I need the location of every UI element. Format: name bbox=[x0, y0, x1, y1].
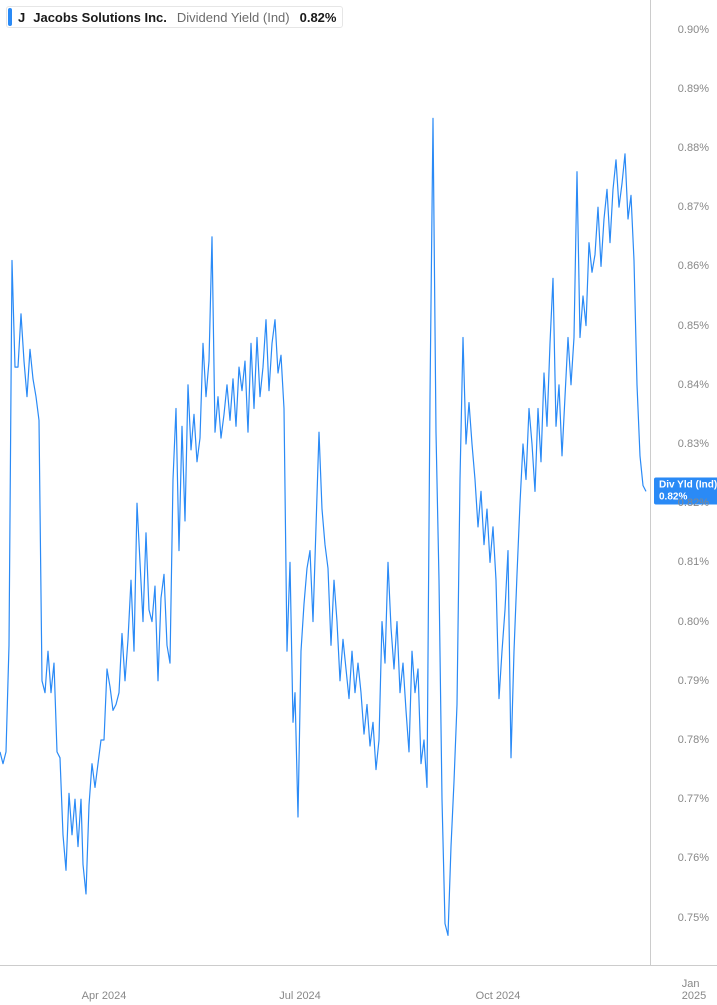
line-chart-svg bbox=[0, 0, 717, 1005]
y-axis-tick-label: 0.81% bbox=[678, 556, 709, 568]
y-axis-tick-label: 0.77% bbox=[678, 793, 709, 805]
legend-value: 0.82% bbox=[300, 10, 337, 25]
y-axis-tick-label: 0.88% bbox=[678, 142, 709, 154]
chart-legend[interactable]: J Jacobs Solutions Inc. Dividend Yield (… bbox=[6, 6, 343, 28]
y-axis-tick-label: 0.83% bbox=[678, 438, 709, 450]
y-axis-tick-label: 0.86% bbox=[678, 260, 709, 272]
x-axis-tick-label: Oct 2024 bbox=[476, 990, 521, 1002]
chart-area[interactable]: Div Yld (Ind) 0.82% 0.90% 0.89% 0.88% 0.87%… bbox=[0, 0, 717, 1005]
x-axis-line bbox=[0, 965, 717, 966]
badge-line1: Div Yld (Ind) bbox=[659, 480, 717, 492]
x-axis-tick-label: Jul 2024 bbox=[279, 990, 321, 1002]
legend-metric: Dividend Yield (Ind) bbox=[177, 10, 290, 25]
x-axis-tick-label: Apr 2024 bbox=[82, 990, 127, 1002]
y-axis-tick-label: 0.80% bbox=[678, 616, 709, 628]
y-axis-tick-label: 0.85% bbox=[678, 320, 709, 332]
legend-ticker: J bbox=[18, 10, 25, 25]
y-axis-tick-label: 0.89% bbox=[678, 83, 709, 95]
y-axis-tick-label: 0.75% bbox=[678, 912, 709, 924]
y-axis-tick-label: 0.90% bbox=[678, 24, 709, 36]
y-axis-tick-label: 0.87% bbox=[678, 201, 709, 213]
legend-color-bar bbox=[8, 8, 12, 26]
y-axis-tick-label: 0.82% bbox=[678, 497, 709, 509]
legend-company-name: Jacobs Solutions Inc. bbox=[33, 10, 167, 25]
y-axis-tick-label: 0.76% bbox=[678, 852, 709, 864]
y-axis-line bbox=[650, 0, 651, 965]
y-axis-tick-label: 0.84% bbox=[678, 379, 709, 391]
y-axis-tick-label: 0.79% bbox=[678, 675, 709, 687]
x-axis-tick-label: Jan 2025 bbox=[682, 978, 706, 1002]
y-axis-tick-label: 0.78% bbox=[678, 734, 709, 746]
